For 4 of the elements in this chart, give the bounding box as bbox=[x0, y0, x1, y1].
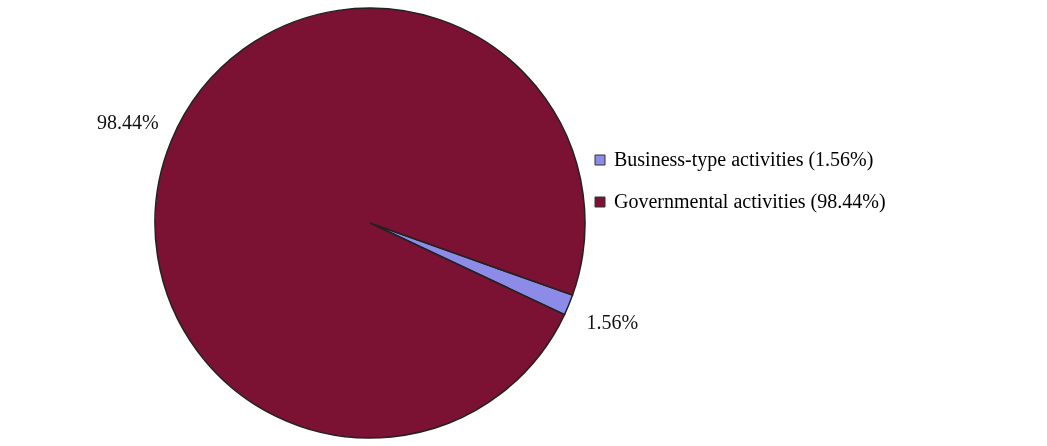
legend-label: Business-type activities (1.56%) bbox=[614, 148, 874, 171]
data-label: 98.44% bbox=[96, 111, 159, 134]
data-label: 1.56% bbox=[586, 310, 639, 333]
legend-label: Governmental activities (98.44%) bbox=[614, 190, 886, 213]
